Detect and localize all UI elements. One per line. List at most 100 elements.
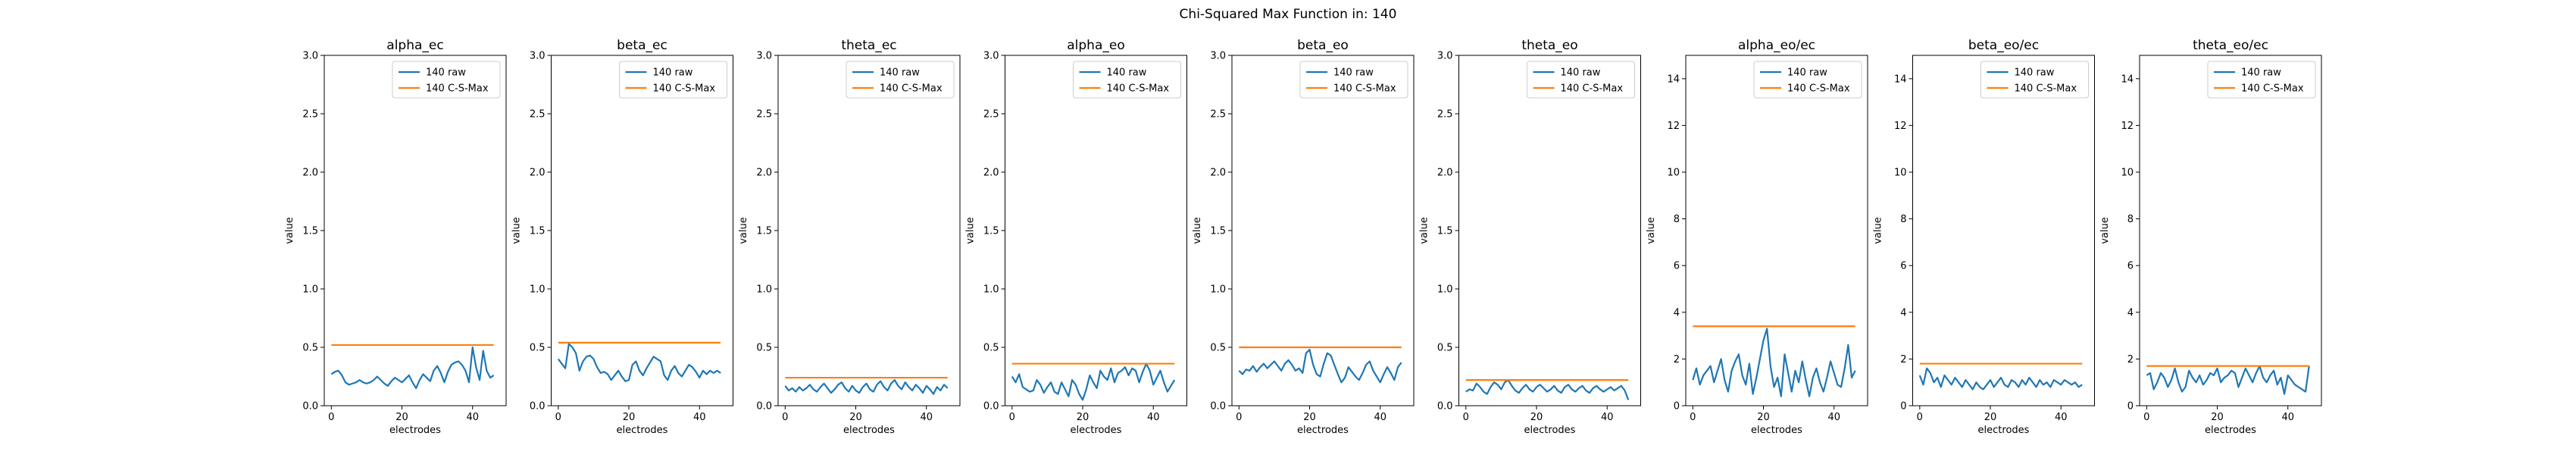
panel-title: alpha_ec xyxy=(386,38,443,53)
y-tick-label: 4 xyxy=(1674,307,1680,318)
x-axis-label: electrodes xyxy=(1978,425,2030,436)
x-tick-label: 0 xyxy=(1917,412,1923,423)
x-tick-label: 0 xyxy=(1236,412,1242,423)
legend: 140 raw 140 C-S-Max xyxy=(1527,61,1635,99)
legend-label-cs-max: 140 C-S-Max xyxy=(1787,83,1850,95)
series-line-raw xyxy=(2146,365,2310,395)
y-axis-label: value xyxy=(738,217,749,244)
axes-frame xyxy=(1458,55,1641,406)
x-axis-label: electrodes xyxy=(1071,425,1122,436)
x-tick-label: 20 xyxy=(2211,412,2224,423)
y-tick-label: 10 xyxy=(2121,168,2134,179)
x-tick-label: 40 xyxy=(1147,412,1160,423)
legend: 140 raw 140 C-S-Max xyxy=(619,61,727,99)
chart-panel: alpha_eo 0.0 0.5 1.0 1.5 2.0 2.5 3.0 0 20 40 electr… xyxy=(965,38,1187,436)
y-tick-label: 2.0 xyxy=(983,168,999,179)
y-tick-label: 1.0 xyxy=(1437,284,1453,296)
y-tick-label: 0.5 xyxy=(302,343,318,354)
y-tick-label: 6 xyxy=(1900,261,1906,272)
y-tick-label: 6 xyxy=(2127,261,2134,272)
x-axis-label: electrodes xyxy=(1524,425,1576,436)
y-axis-label: value xyxy=(1646,217,1657,244)
x-tick-label: 20 xyxy=(395,412,408,423)
y-tick-label: 12 xyxy=(1894,121,1907,132)
axes-frame xyxy=(1231,55,1415,406)
x-tick-label: 40 xyxy=(920,412,933,423)
y-tick-label: 2.0 xyxy=(1210,168,1226,179)
axes-frame xyxy=(2139,55,2322,406)
x-tick-label: 20 xyxy=(623,412,636,423)
axes-frame xyxy=(1912,55,2095,406)
y-tick-label: 1.5 xyxy=(302,226,318,237)
panel-title: theta_eo/ec xyxy=(2193,38,2268,53)
x-tick-label: 20 xyxy=(1984,412,1997,423)
x-axis-label: electrodes xyxy=(2205,425,2256,436)
y-tick-label: 0 xyxy=(1674,401,1680,413)
y-tick-label: 2.5 xyxy=(756,109,772,121)
y-tick-label: 12 xyxy=(1667,121,1680,132)
x-tick-label: 40 xyxy=(693,412,706,423)
legend: 140 raw 140 C-S-Max xyxy=(1753,61,1862,99)
axes-frame xyxy=(1685,55,1868,406)
x-axis-label: electrodes xyxy=(1751,425,1802,436)
y-tick-label: 4 xyxy=(1900,307,1906,318)
x-axis-label: electrodes xyxy=(843,425,895,436)
y-tick-label: 0.0 xyxy=(1210,401,1226,413)
y-axis-label: value xyxy=(1873,217,1884,244)
panel-title: alpha_eo/ec xyxy=(1738,38,1815,53)
y-tick-label: 0.0 xyxy=(1437,401,1453,413)
x-tick-label: 0 xyxy=(1463,412,1469,423)
x-axis-label: electrodes xyxy=(389,425,441,436)
panel-title: theta_ec xyxy=(841,38,896,53)
y-axis-label: value xyxy=(1192,217,1203,244)
legend: 140 raw 140 C-S-Max xyxy=(846,61,955,99)
y-tick-label: 1.0 xyxy=(530,284,546,296)
x-tick-label: 0 xyxy=(2143,412,2149,423)
y-tick-label: 8 xyxy=(1900,214,1906,225)
y-tick-label: 0.5 xyxy=(983,343,999,354)
y-tick-label: 1.5 xyxy=(1437,226,1453,237)
y-tick-label: 6 xyxy=(1674,261,1680,272)
y-tick-label: 2.5 xyxy=(983,109,999,121)
y-tick-label: 3.0 xyxy=(302,51,318,62)
y-tick-label: 0.5 xyxy=(530,343,546,354)
y-axis-label: value xyxy=(1419,217,1430,244)
series-line-raw xyxy=(1465,379,1630,400)
axes-frame xyxy=(324,55,507,406)
legend: 140 raw 140 C-S-Max xyxy=(1980,61,2089,99)
y-tick-label: 0 xyxy=(2127,401,2134,413)
y-tick-label: 2.0 xyxy=(302,168,318,179)
series-line-raw xyxy=(1011,362,1176,401)
y-tick-label: 8 xyxy=(1674,214,1680,225)
y-tick-label: 1.5 xyxy=(1210,226,1226,237)
legend-label-cs-max: 140 C-S-Max xyxy=(653,83,716,95)
y-tick-label: 0.5 xyxy=(756,343,772,354)
x-tick-label: 0 xyxy=(1690,412,1696,423)
y-axis-label: value xyxy=(284,217,295,244)
y-tick-label: 1.0 xyxy=(1210,284,1226,296)
figure-title: Chi-Squared Max Function in: 140 xyxy=(1180,7,1397,22)
legend-label-raw: 140 raw xyxy=(426,67,466,79)
y-tick-label: 10 xyxy=(1667,168,1680,179)
y-tick-label: 14 xyxy=(2121,74,2134,85)
series-line-raw xyxy=(557,343,721,382)
x-tick-label: 20 xyxy=(849,412,862,423)
x-tick-label: 20 xyxy=(1530,412,1543,423)
y-axis-label: value xyxy=(2099,217,2111,244)
x-axis-label: electrodes xyxy=(617,425,668,436)
y-tick-label: 4 xyxy=(2127,307,2134,318)
legend-label-cs-max: 140 C-S-Max xyxy=(880,83,943,95)
y-tick-label: 2.5 xyxy=(1210,109,1226,121)
legend-label-cs-max: 140 C-S-Max xyxy=(2015,83,2077,95)
legend-label-raw: 140 raw xyxy=(1333,67,1374,79)
chart-panel: beta_eo 0.0 0.5 1.0 1.5 2.0 2.5 3.0 0 20 40 electro… xyxy=(1192,38,1415,436)
y-tick-label: 2.5 xyxy=(1437,109,1453,121)
y-tick-label: 0 xyxy=(1900,401,1906,413)
legend: 140 raw 140 C-S-Max xyxy=(2207,61,2316,99)
series-line-raw xyxy=(1238,348,1402,384)
legend-label-cs-max: 140 C-S-Max xyxy=(1107,83,1170,95)
y-tick-label: 14 xyxy=(1667,74,1680,85)
legend-label-raw: 140 raw xyxy=(2015,67,2055,79)
axes-frame xyxy=(551,55,733,406)
x-tick-label: 0 xyxy=(555,412,561,423)
